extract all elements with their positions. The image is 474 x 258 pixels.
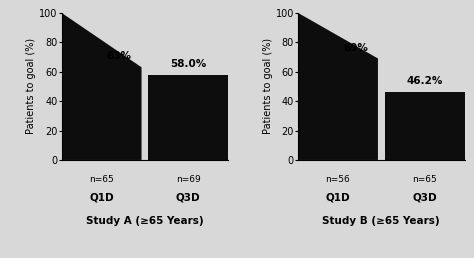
Y-axis label: Patients to goal (%): Patients to goal (%) [26, 38, 36, 134]
Text: Study B (≥65 Years): Study B (≥65 Years) [322, 216, 440, 226]
Text: 46.2%: 46.2% [406, 76, 443, 86]
Text: Q1D: Q1D [326, 192, 350, 202]
Text: n=69: n=69 [176, 175, 201, 184]
Text: Q3D: Q3D [176, 192, 201, 202]
Y-axis label: Patients to goal (%): Patients to goal (%) [263, 38, 273, 134]
Text: 58.0%: 58.0% [170, 59, 206, 69]
Polygon shape [62, 13, 142, 160]
Text: 69%: 69% [343, 43, 368, 53]
Text: n=65: n=65 [89, 175, 114, 184]
Text: 63%: 63% [107, 51, 132, 61]
Text: Q3D: Q3D [412, 192, 437, 202]
Text: Study A (≥65 Years): Study A (≥65 Years) [86, 216, 204, 226]
Polygon shape [384, 92, 465, 160]
Polygon shape [298, 13, 378, 160]
Text: n=65: n=65 [412, 175, 437, 184]
Text: n=56: n=56 [326, 175, 350, 184]
Text: Q1D: Q1D [89, 192, 114, 202]
Polygon shape [148, 75, 228, 160]
